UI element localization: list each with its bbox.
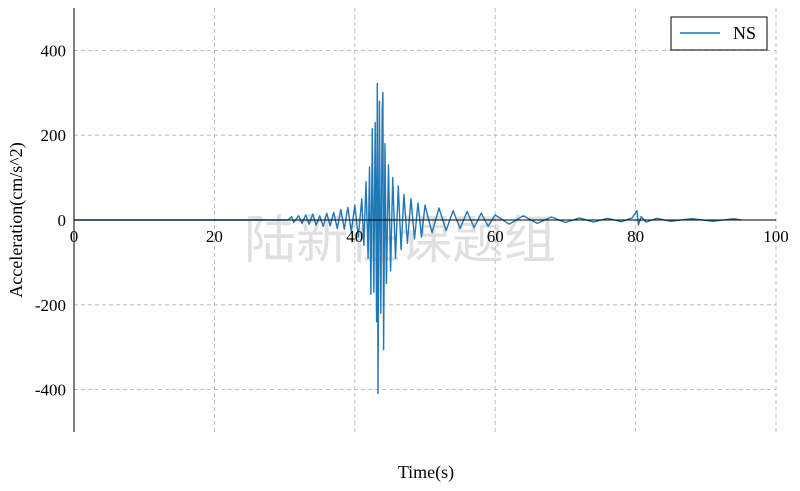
series-layer bbox=[74, 82, 742, 395]
y-tick-label: 0 bbox=[58, 211, 67, 230]
x-axis-label: Time(s) bbox=[398, 462, 454, 483]
x-tick-label: 0 bbox=[70, 227, 79, 246]
legend: NS bbox=[670, 16, 768, 51]
x-tick-label: 100 bbox=[763, 227, 789, 246]
y-axis-label: Acceleration(cm/s^2) bbox=[6, 142, 27, 297]
x-tick-label: 40 bbox=[346, 227, 363, 246]
series-line-ns bbox=[74, 82, 742, 395]
legend-label-ns: NS bbox=[733, 23, 756, 43]
tick-labels: 0 20 40 60 80 100 -400 -200 0 200 400 bbox=[35, 41, 789, 399]
y-tick-label: -400 bbox=[35, 381, 66, 400]
x-tick-label: 60 bbox=[487, 227, 504, 246]
y-tick-label: 400 bbox=[41, 41, 67, 60]
x-tick-label: 20 bbox=[206, 227, 223, 246]
y-tick-label: -200 bbox=[35, 296, 66, 315]
x-tick-label: 80 bbox=[627, 227, 644, 246]
y-tick-label: 200 bbox=[41, 126, 67, 145]
